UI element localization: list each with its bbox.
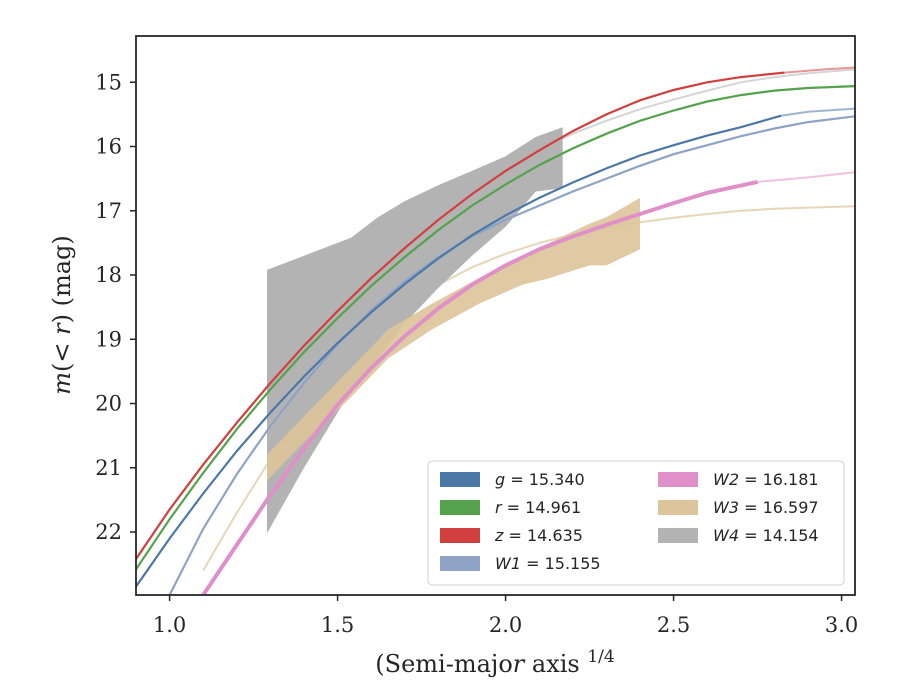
y-tick-label: 21 <box>95 456 122 480</box>
legend-label-W1: W1 = 15.155 <box>495 554 601 573</box>
legend-swatch-g <box>440 472 480 487</box>
x-tick-label: 1.5 <box>321 613 354 637</box>
y-tick-label: 15 <box>95 70 122 94</box>
legend-label-W2: W2 = 16.181 <box>713 470 819 489</box>
series-line-g <box>136 114 782 588</box>
x-axis: 1.0 1.5 2.0 2.5 3.0 <box>153 595 858 637</box>
y-tick-label: 16 <box>95 135 122 159</box>
legend-swatch-r <box>440 500 480 515</box>
series-extension-g <box>780 107 855 117</box>
uncertainty-band-W3 <box>267 197 640 481</box>
x-tick-label: 3.0 <box>825 613 858 637</box>
x-axis-label: (Semi-major axis 1/4 <box>375 647 614 678</box>
y-tick-label: 20 <box>95 392 122 416</box>
legend-swatch-W3 <box>658 500 698 515</box>
legend-box <box>427 460 845 586</box>
y-tick-label: 19 <box>95 327 122 351</box>
legend-swatch-W4 <box>658 528 698 543</box>
x-tick-label: 2.0 <box>489 613 522 637</box>
legend-label-W3: W3 = 16.597 <box>713 498 819 517</box>
series-line-r <box>136 85 855 570</box>
y-axis-label: m(< r) (mag) <box>48 235 76 395</box>
legend-label-g: g = 15.340 <box>495 470 585 489</box>
legend-swatch-W1 <box>440 556 480 571</box>
plot-area <box>136 66 855 595</box>
series-line-W1 <box>168 115 855 595</box>
legend-swatch-z <box>440 528 480 543</box>
plot-frame <box>135 35 856 596</box>
x-tick-label: 1.0 <box>153 613 186 637</box>
y-axis: 15 16 17 18 19 20 21 22 <box>95 70 136 544</box>
legend-label-r: r = 14.961 <box>495 498 581 517</box>
series-line-W2 <box>201 179 759 595</box>
legend-label-W4: W4 = 14.154 <box>713 526 819 545</box>
y-tick-label: 18 <box>95 263 122 287</box>
legend: g = 15.340 r = 14.961 z = 14.635 W1 = 15.15… <box>427 460 845 586</box>
series-extension-W2 <box>757 171 855 183</box>
y-tick-label: 17 <box>95 199 122 223</box>
legend-label-z: z = 14.635 <box>494 526 583 545</box>
series-line-z <box>136 71 785 560</box>
x-tick-label: 2.5 <box>657 613 690 637</box>
legend-swatch-W2 <box>658 472 698 487</box>
series-extension-z <box>784 66 855 74</box>
y-tick-label: 22 <box>95 520 122 544</box>
